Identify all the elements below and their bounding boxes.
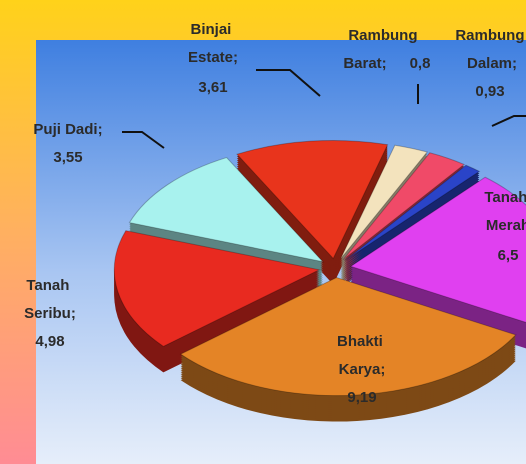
data-label-name: Tanah Merah [484, 189, 526, 234]
data-label-value: 3,61 [198, 79, 227, 96]
slice-top [344, 164, 481, 261]
data-label-value: 6,5 [498, 247, 519, 264]
leader-lines [122, 69, 526, 149]
slice-top [342, 152, 466, 261]
slice [349, 176, 526, 349]
data-label-value: 0,93 [475, 83, 504, 100]
slice [128, 156, 325, 288]
data-label-name: Puji Dadi; [33, 121, 102, 138]
slice [236, 139, 389, 285]
slice-top [113, 230, 321, 347]
slice-top [340, 144, 428, 260]
slice-top [179, 277, 517, 397]
data-label-value: 0,8 [410, 55, 431, 72]
data-label-value: 4,98 [35, 333, 64, 350]
leader-line [256, 69, 321, 97]
slice-top [236, 139, 389, 260]
data-label-name: Bhakti Karya; [337, 333, 387, 378]
slice-top [128, 156, 325, 263]
data-label-name: Binjai Estate; [188, 21, 238, 66]
leader-line [122, 131, 165, 149]
data-label-name: Rambung Dalam; [455, 27, 526, 72]
data-label-name: Rambung Barat; [343, 27, 421, 72]
data-label-value: 9,19 [347, 389, 376, 406]
data-label-name: Tanah Seribu; [24, 277, 76, 322]
leader-line [491, 115, 526, 127]
data-label-value: 3,55 [53, 149, 82, 166]
slice [179, 277, 517, 422]
slice [113, 230, 321, 373]
slice-top [349, 176, 526, 323]
